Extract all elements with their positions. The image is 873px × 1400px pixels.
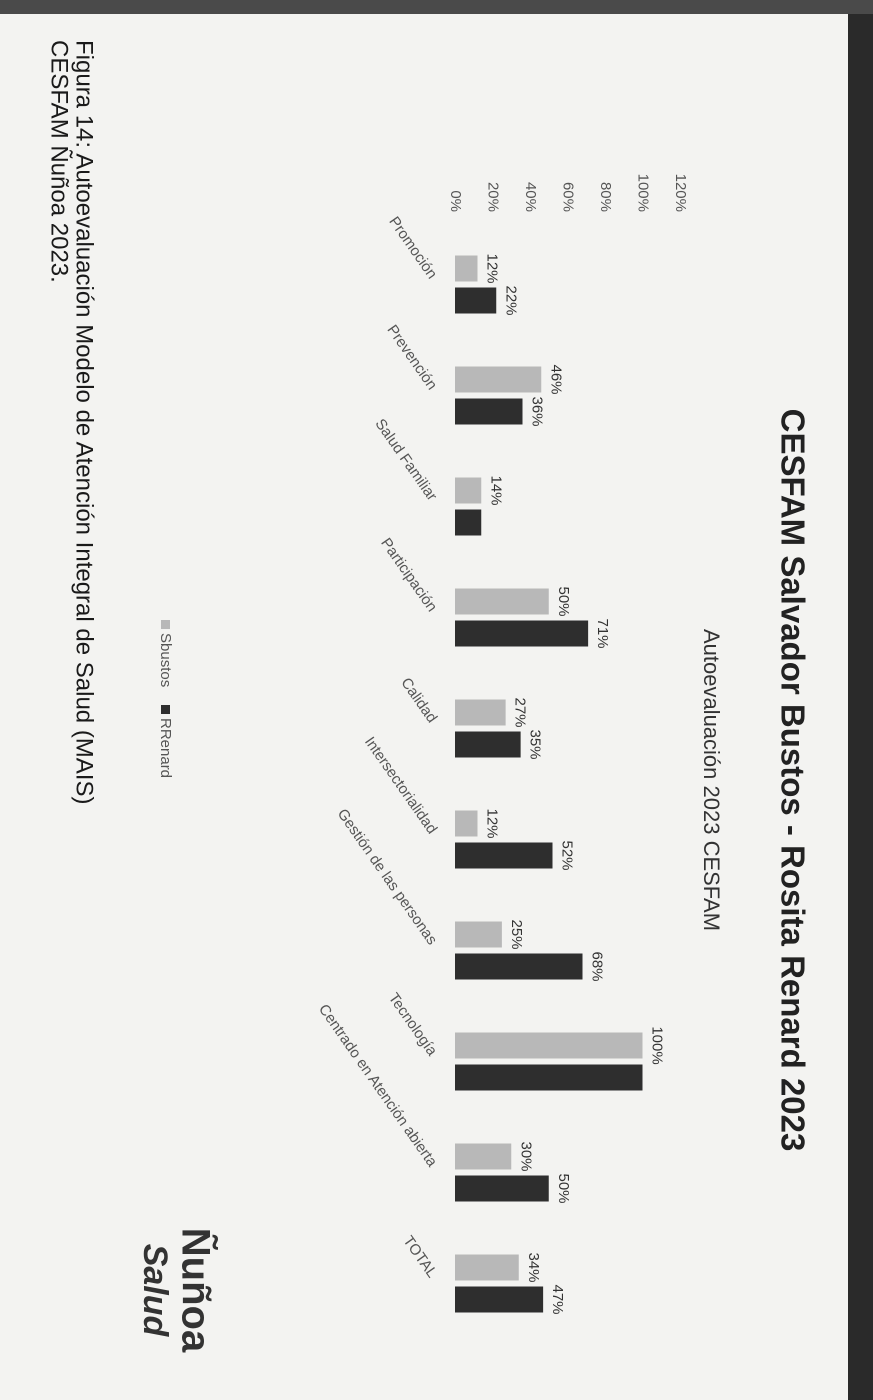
bar [455, 921, 502, 948]
caption: CESFAM Ñuñoa 2023. [46, 40, 73, 283]
data-label: 22% [502, 285, 519, 315]
data-label: 27% [512, 697, 529, 727]
y-tick-label: 40% [522, 182, 539, 212]
bar [455, 1064, 643, 1091]
chart-subtitle: Autoevaluación 2023 CESFAM [699, 629, 724, 931]
data-label: 68% [589, 951, 606, 981]
dark-edge [848, 0, 873, 1400]
bar [455, 366, 542, 393]
data-label: 12% [484, 253, 501, 283]
logo-text: Salud [136, 1244, 174, 1338]
data-label: 34% [525, 1252, 542, 1282]
bar [455, 1175, 549, 1202]
y-tick-label: 20% [485, 182, 502, 212]
data-label: 100% [649, 1026, 666, 1064]
bar [455, 1143, 512, 1170]
bar [455, 1254, 519, 1281]
dark-top [0, 0, 873, 14]
bar [455, 287, 497, 314]
bar [455, 255, 478, 282]
legend-label: RRenard [157, 718, 174, 778]
data-label: 14% [487, 475, 504, 505]
bar [455, 699, 506, 726]
y-tick-label: 80% [597, 182, 614, 212]
data-label: 71% [594, 618, 611, 648]
bar [455, 398, 523, 425]
chart-title: CESFAM Salvador Bustos - Rosita Renard 2… [774, 409, 811, 1152]
bar [455, 477, 482, 504]
rotated-chart: CESFAM Salvador Bustos - Rosita Renard 2… [46, 40, 812, 1353]
caption: Figura 14: Autoevaluación Modelo de Aten… [71, 40, 98, 804]
data-label: 35% [527, 729, 544, 759]
bar [455, 731, 521, 758]
data-label: 12% [484, 808, 501, 838]
logo-text: Ñuñoa [173, 1228, 219, 1353]
bar [455, 953, 583, 980]
data-label: 36% [529, 396, 546, 426]
bar [455, 509, 482, 536]
legend-label: Sbustos [157, 633, 174, 687]
bar [455, 1286, 544, 1313]
legend-swatch [161, 620, 170, 629]
y-tick-label: 0% [447, 190, 464, 212]
bar [455, 1032, 643, 1059]
legend-swatch [161, 705, 170, 714]
data-label: 25% [508, 919, 525, 949]
y-tick-label: 100% [635, 174, 652, 212]
data-label: 46% [547, 364, 564, 394]
y-tick-label: 120% [672, 174, 689, 212]
data-label: 47% [549, 1284, 566, 1314]
y-tick-label: 60% [560, 182, 577, 212]
data-label: 50% [555, 586, 572, 616]
bar [455, 588, 549, 615]
data-label: 52% [559, 840, 576, 870]
data-label: 30% [517, 1141, 534, 1171]
bar [455, 810, 478, 837]
bar [455, 620, 589, 647]
data-label: 50% [555, 1173, 572, 1203]
bar [455, 842, 553, 869]
